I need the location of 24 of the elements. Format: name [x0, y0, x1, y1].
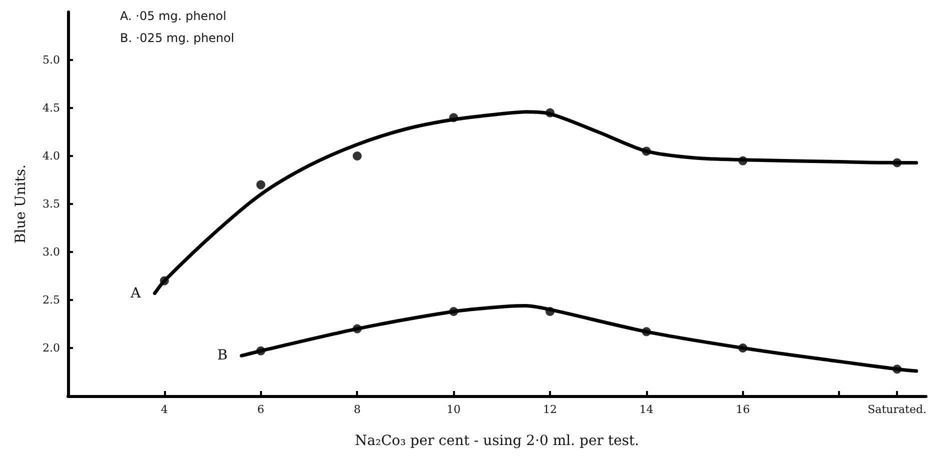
annotation: B. ·025 mg. phenol: [120, 31, 234, 45]
x-tick-label: 10: [446, 403, 461, 416]
x-tick-label: 16: [736, 403, 750, 416]
y-tick-label: 3.5: [42, 198, 60, 210]
point: [256, 180, 266, 190]
x-tick-label: Saturated.: [868, 403, 927, 416]
line-series: [240, 304, 918, 373]
series-label: B: [217, 348, 228, 364]
y-axis-title: Blue Units.: [13, 164, 29, 244]
y-tick-label: 4.0: [42, 150, 60, 162]
y-tick-label: 4.5: [42, 102, 60, 114]
x-tick-label: 4: [160, 403, 168, 416]
x-axis-title: Na₂Co₃ per cent - using 2·0 ml. per test.: [354, 433, 640, 449]
y-tick-label: 2.5: [42, 294, 60, 306]
annotation: A. ·05 mg. phenol: [120, 9, 226, 23]
x-tick-label: 6: [257, 403, 264, 416]
point: [352, 152, 362, 160]
x-tick-label: 14: [639, 403, 654, 416]
y-tick-label: 2.0: [42, 342, 60, 354]
y-tick-label: 3.0: [42, 246, 60, 258]
x-tick-label: 12: [543, 403, 558, 416]
series-label: A: [130, 285, 142, 302]
x-tick-label: 8: [354, 403, 361, 416]
y-tick-label: 5.0: [42, 54, 60, 66]
